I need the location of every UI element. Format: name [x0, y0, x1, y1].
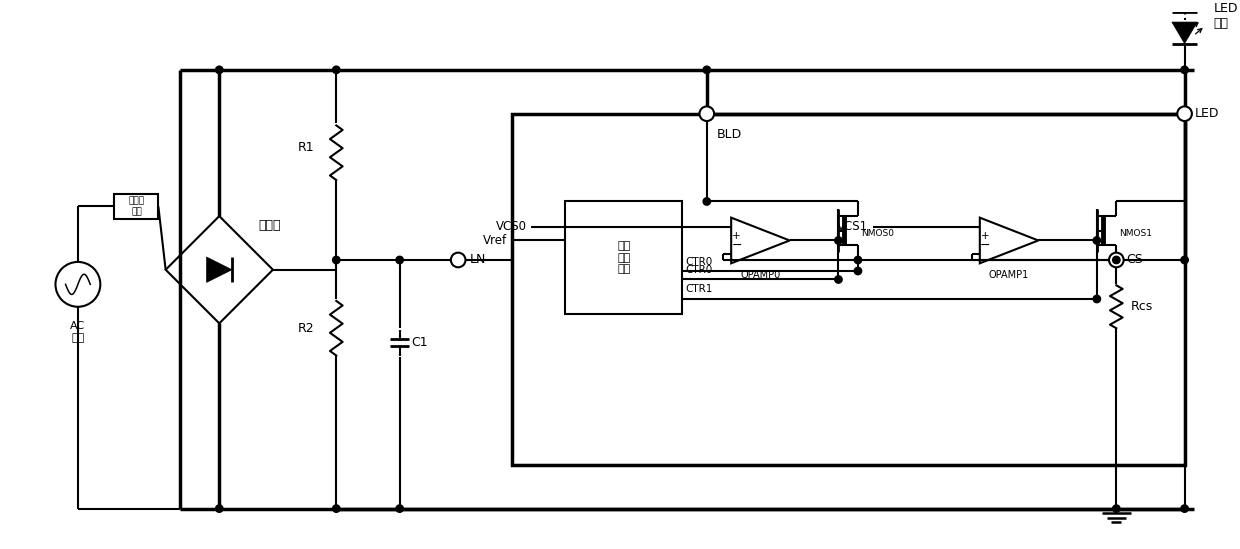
Circle shape	[1180, 505, 1188, 512]
Text: 可控硅
开关: 可控硅 开关	[128, 197, 145, 216]
Circle shape	[332, 66, 340, 74]
Circle shape	[703, 198, 711, 205]
Circle shape	[835, 276, 842, 283]
Text: CS: CS	[1126, 254, 1143, 266]
Circle shape	[451, 253, 465, 267]
Circle shape	[396, 505, 403, 512]
Circle shape	[1180, 256, 1188, 264]
Text: VCS1: VCS1	[837, 220, 868, 233]
Text: 整流桥: 整流桥	[258, 220, 280, 232]
Text: OPAMP0: OPAMP0	[740, 270, 780, 280]
Circle shape	[1094, 295, 1101, 302]
Text: CTR1: CTR1	[686, 284, 713, 294]
Circle shape	[1112, 256, 1120, 264]
Text: Vref: Vref	[482, 234, 507, 247]
Text: −: −	[980, 239, 991, 251]
Text: BLD: BLD	[717, 128, 742, 141]
Circle shape	[216, 66, 223, 74]
Polygon shape	[1172, 0, 1198, 12]
Text: OPAMP1: OPAMP1	[990, 270, 1029, 280]
Bar	[512, 114, 1184, 465]
Text: +: +	[981, 231, 990, 241]
Circle shape	[703, 66, 711, 74]
Circle shape	[332, 505, 340, 512]
Bar	[114, 194, 159, 219]
Text: Rcs: Rcs	[1131, 300, 1153, 313]
Text: −: −	[732, 239, 742, 251]
Polygon shape	[1172, 22, 1198, 43]
Circle shape	[1109, 253, 1123, 267]
Polygon shape	[207, 257, 232, 282]
Text: CTR0: CTR0	[686, 265, 713, 274]
Circle shape	[332, 256, 340, 264]
Circle shape	[699, 107, 714, 121]
Text: LN: LN	[470, 254, 486, 266]
Circle shape	[1177, 107, 1192, 121]
Circle shape	[396, 256, 403, 264]
Text: NMOS0: NMOS0	[861, 229, 894, 238]
Circle shape	[854, 256, 862, 264]
Text: VCS0: VCS0	[496, 220, 527, 233]
Circle shape	[216, 505, 223, 512]
Circle shape	[835, 237, 842, 244]
Circle shape	[56, 262, 100, 307]
Text: NMOS1: NMOS1	[1120, 229, 1152, 238]
Text: AC
电压: AC 电压	[71, 321, 86, 343]
Circle shape	[1094, 237, 1101, 244]
Text: LED
灯串: LED 灯串	[1214, 2, 1239, 30]
Text: 开关
控制
处理: 开关 控制 处理	[618, 241, 631, 274]
Text: LED: LED	[1194, 107, 1219, 120]
Circle shape	[854, 267, 862, 274]
Text: R2: R2	[298, 322, 315, 335]
Bar	[565, 201, 682, 313]
Text: R1: R1	[298, 141, 315, 154]
Circle shape	[1112, 505, 1120, 512]
Text: +: +	[733, 231, 740, 241]
Text: CTR0: CTR0	[686, 257, 713, 267]
Circle shape	[1180, 66, 1188, 74]
Text: C1: C1	[412, 337, 428, 349]
